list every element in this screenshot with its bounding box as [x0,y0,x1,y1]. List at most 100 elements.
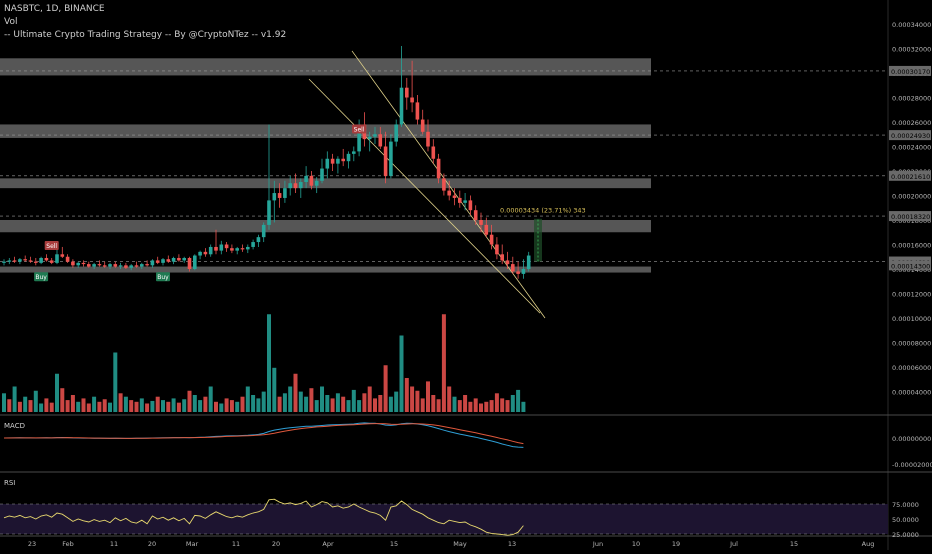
volume-bar [447,386,452,412]
resistance-zone [0,178,651,189]
volume-bar [404,378,409,412]
volume-bar [510,395,515,412]
candle-body [405,87,409,98]
volume-bar [335,393,340,412]
candle-body [92,264,96,267]
volume-bar [17,401,22,412]
rsi-title: RSI [4,479,15,487]
candle-body [299,182,303,189]
candle-body [140,264,144,267]
macd-title: MACD [4,422,25,430]
candle-body [102,265,107,267]
candle-body [426,131,430,147]
price-tick-label: 0.00020000 [892,193,931,201]
volume-bar [426,381,430,412]
volume-bar [134,401,139,412]
candle-body [314,180,319,186]
volume-bar [436,399,441,412]
volume-bar [44,398,49,412]
volume-bar [373,398,377,412]
volume-bar [441,314,446,412]
price-tick-label: 0.00024000 [892,144,931,152]
candle-body [166,259,171,262]
price-level-tag [889,260,931,271]
volume-bar [362,393,367,412]
candle-body [214,246,218,251]
volume-bar [351,389,356,412]
candle-body [23,259,27,261]
candle-body [511,264,515,272]
volume-bar [357,400,362,412]
price-tick-label: 0.00026000 [892,119,931,127]
volume-bar [139,398,144,412]
candle-body [7,260,12,262]
volume-bar [415,390,420,412]
volume-bar [452,396,457,412]
candle-body [526,255,531,269]
time-tick-label: 23 [28,540,36,548]
volume-bar [145,403,150,412]
candle-body [129,265,133,268]
candle-body [55,254,59,263]
time-tick-label: 11 [232,540,240,548]
candle-body [97,264,102,266]
price-level-tag-label: 0.00014300 [891,262,930,270]
candle-body [28,260,33,262]
rsi-tick-label: 50.0000 [892,516,919,524]
candle-body [44,257,49,261]
volume-bar [516,389,521,412]
volume-bar [325,395,330,412]
candle-body [198,251,202,256]
volume-bar [521,401,526,412]
candle-body [325,158,330,169]
price-level-tag-label: 0.00018320 [891,213,930,221]
time-tick-label: 15 [390,540,398,548]
volume-bar [277,396,282,412]
rsi-band [0,504,888,534]
time-tick-label: Aug [862,540,875,548]
volume-bar [86,403,91,412]
volume-legend: Vol [4,17,18,27]
volume-bar [473,398,478,412]
candle-body [415,102,420,120]
rsi-tick-label: 25.0000 [892,531,919,539]
candle-body [304,175,308,183]
price-tick-label: 0.00006000 [892,364,931,372]
candle-body [500,254,504,261]
volume-bar [97,401,102,412]
volume-bar [203,396,208,412]
volume-bar [388,396,393,412]
candle-body [447,190,451,196]
volume-bar [182,399,187,412]
signal-badge [34,272,49,282]
candle-body [473,210,478,220]
candle-body [489,234,494,245]
candle-body [373,134,377,137]
candle-body [39,257,43,263]
volume-bar [367,386,372,412]
time-tick-label: Jun [592,540,603,548]
candle-body [108,264,112,267]
volume-bar [256,398,261,412]
candle-body [12,260,17,262]
candle-body [235,248,239,251]
signal-label: Buy [157,274,169,281]
volume-bar [192,395,197,412]
candle-body [261,224,266,238]
volume-bar [39,403,44,412]
candle-body [187,257,192,269]
resistance-zone [0,220,651,233]
candle-body [352,151,356,154]
candle-body [267,200,271,225]
candle-body [346,153,351,162]
time-tick-label: Feb [62,540,74,548]
time-tick-label: May [453,540,467,548]
signal-label: Sell [46,243,57,250]
candle-body [484,224,489,235]
candle-body [521,269,526,274]
volume-bar [219,403,224,412]
candle-body [309,175,314,186]
candle-body [150,260,155,266]
